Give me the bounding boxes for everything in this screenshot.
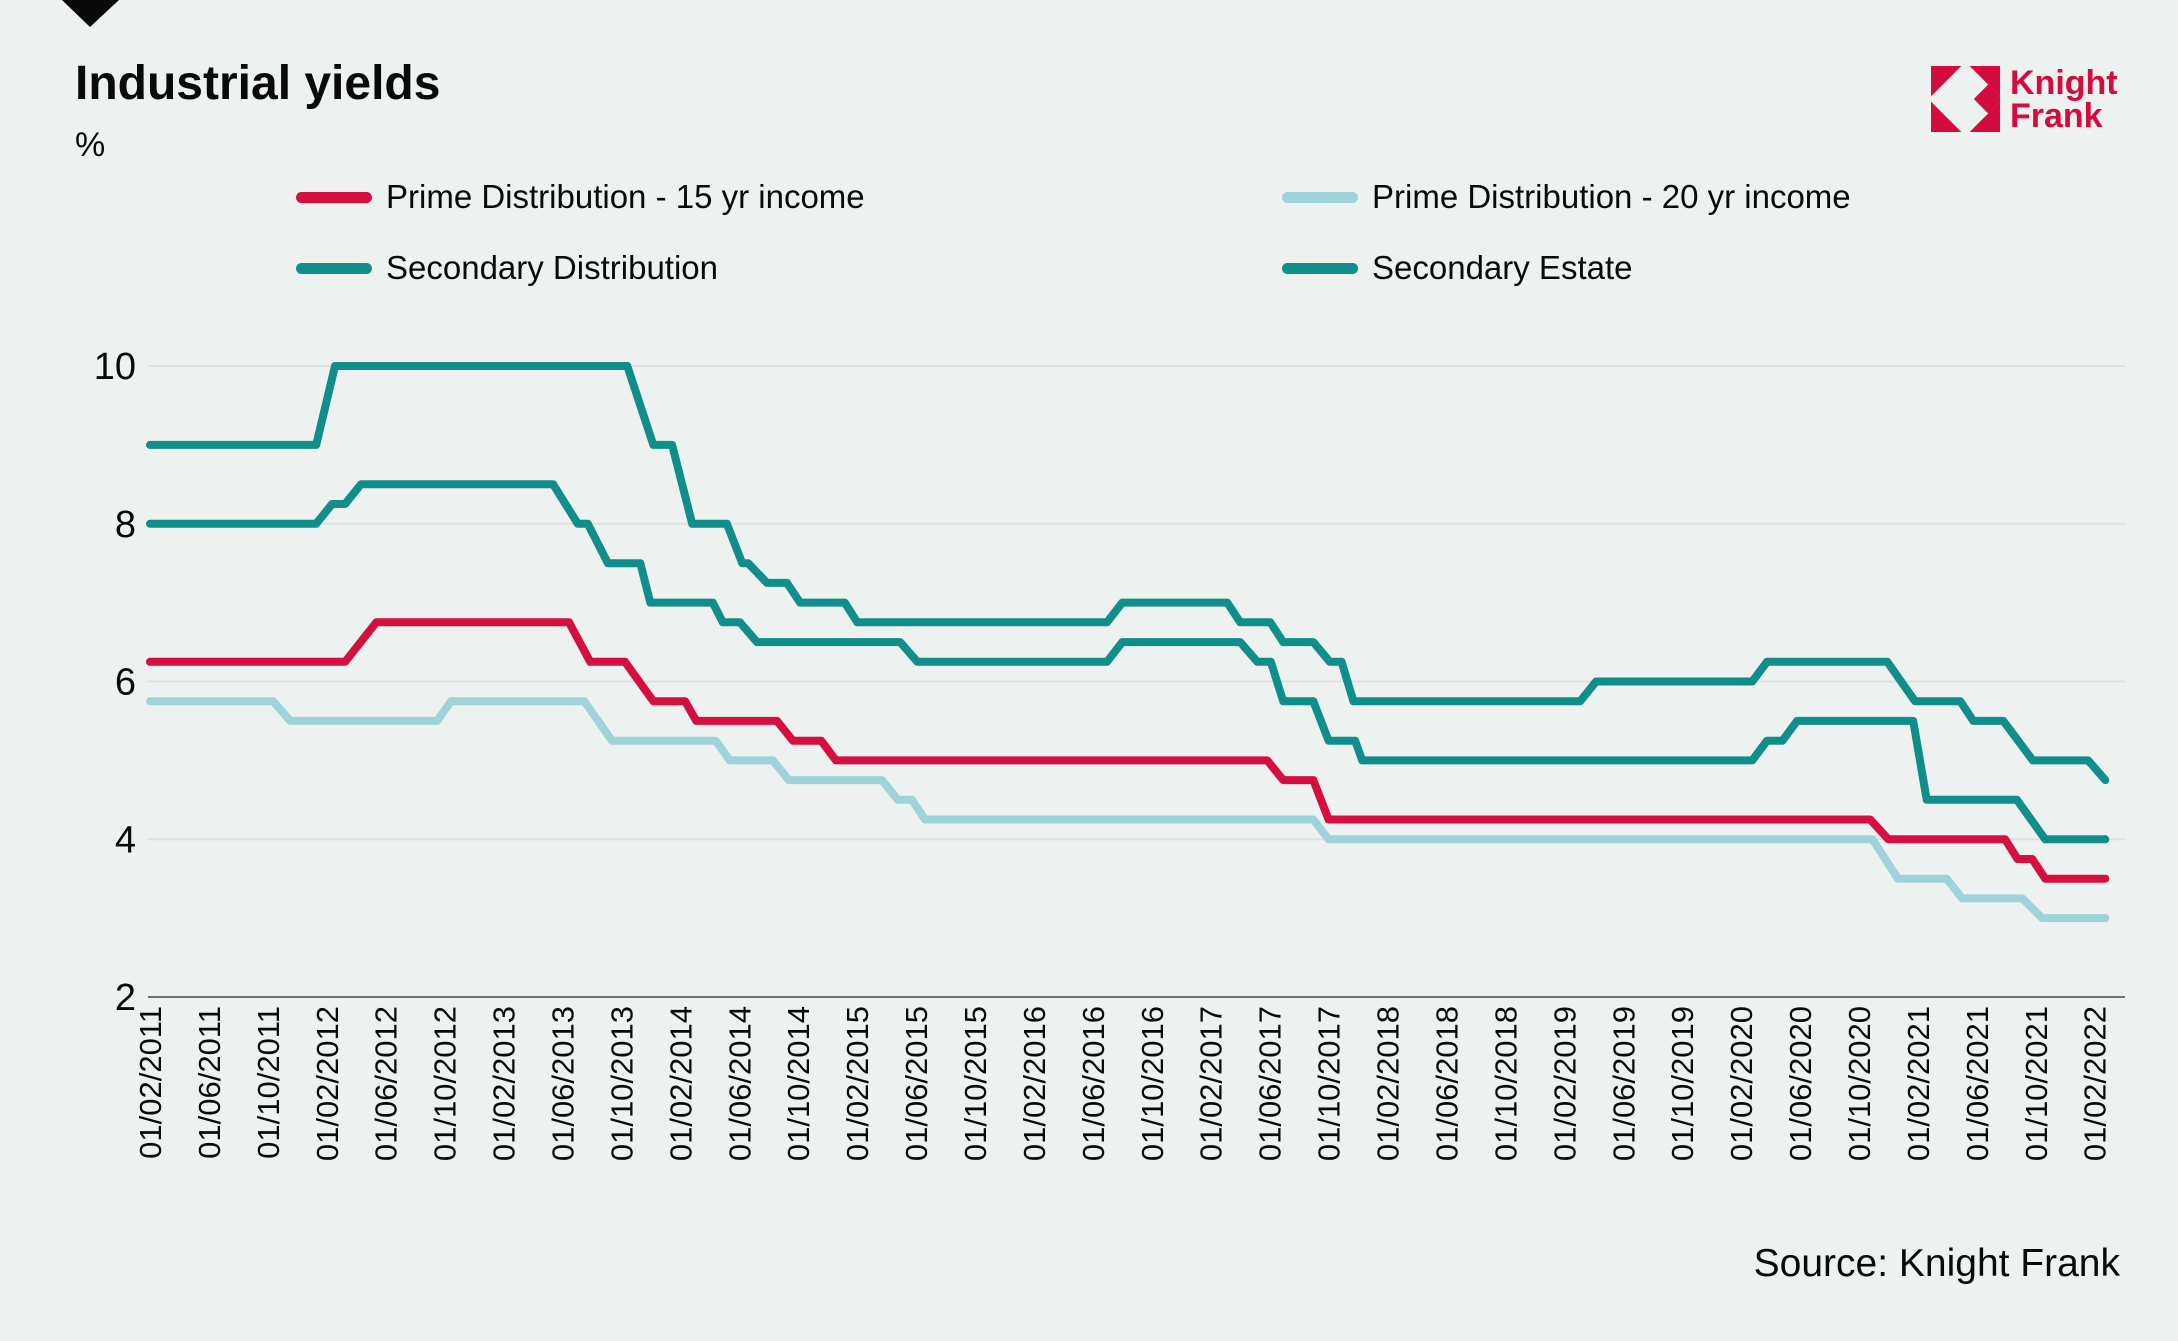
x-tick-label: 01/06/2016 (1076, 1006, 1111, 1161)
x-tick-label: 01/06/2012 (369, 1006, 404, 1161)
y-tick-label-8: 8 (115, 504, 136, 546)
x-tick-label: 01/06/2020 (1783, 1006, 1818, 1161)
legend-swatch-secondary-distribution (296, 262, 372, 274)
y-tick-label-4: 4 (115, 819, 136, 861)
knight-frank-logo: Knight Frank (1931, 66, 2118, 133)
x-tick-label: 01/06/2017 (1253, 1006, 1288, 1161)
x-tick-label: 01/10/2019 (1665, 1006, 1700, 1161)
down-triangle-icon (62, 0, 119, 27)
legend-item-prime-15: Prime Distribution - 15 yr income (296, 178, 865, 215)
legend-swatch-prime-20 (1282, 191, 1358, 203)
x-tick-label: 01/10/2017 (1312, 1006, 1347, 1161)
series-line-prime-distribution-15-yr-income (146, 618, 2110, 883)
y-tick-label-6: 6 (115, 662, 136, 704)
x-tick-label: 01/02/2016 (1017, 1006, 1052, 1161)
legend-swatch-prime-15 (296, 191, 372, 203)
x-tick-label: 01/06/2018 (1429, 1006, 1464, 1161)
x-tick-label: 01/02/2017 (1194, 1006, 1229, 1161)
x-tick-label: 01/06/2013 (546, 1006, 581, 1161)
legend-label: Prime Distribution - 20 yr income (1372, 178, 1851, 215)
legend-item-secondary-distribution: Secondary Distribution (296, 249, 718, 286)
legend-label: Secondary Distribution (386, 249, 718, 286)
x-tick-label: 01/02/2019 (1547, 1006, 1582, 1161)
x-tick-label: 01/02/2011 (133, 1006, 168, 1159)
x-tick-label: 01/02/2015 (840, 1006, 875, 1161)
x-tick-label: 01/06/2011 (192, 1006, 227, 1159)
x-tick-label: 01/06/2014 (722, 1006, 757, 1161)
source-note: Source: Knight Frank (1753, 1242, 2120, 1285)
series-line-secondary-distribution (146, 480, 2110, 844)
logo-line-2: Frank (2010, 97, 2103, 135)
legend-item-prime-20: Prime Distribution - 20 yr income (1282, 178, 1851, 215)
x-tick-label: 01/10/2016 (1135, 1006, 1170, 1161)
x-tick-label: 01/02/2022 (2078, 1006, 2113, 1161)
series-line-secondary-estate (146, 362, 2110, 785)
x-tick-label: 01/02/2021 (1901, 1006, 1936, 1161)
x-tick-label: 01/10/2014 (781, 1006, 816, 1161)
x-tick-label: 01/02/2014 (663, 1006, 698, 1161)
legend-item-secondary-estate: Secondary Estate (1282, 249, 1633, 286)
legend-label: Secondary Estate (1372, 249, 1633, 286)
y-tick-label-10: 10 (94, 346, 136, 388)
logo-line-1: Knight (2010, 64, 2118, 102)
x-tick-label: 01/06/2021 (1960, 1006, 1995, 1161)
x-tick-label: 01/10/2018 (1488, 1006, 1523, 1161)
x-tick-label: 01/10/2020 (1842, 1006, 1877, 1161)
y-axis-unit-label: % (75, 126, 106, 164)
x-tick-label: 01/10/2015 (958, 1006, 993, 1161)
x-tick-label: 01/10/2013 (604, 1006, 639, 1161)
legend-label: Prime Distribution - 15 yr income (386, 178, 865, 215)
x-tick-label: 01/10/2012 (428, 1006, 463, 1161)
x-tick-label: 01/02/2018 (1371, 1006, 1406, 1161)
x-tick-label: 01/02/2013 (487, 1006, 522, 1161)
knight-frank-logo-text: Knight Frank (2010, 64, 2118, 135)
x-tick-label: 01/10/2021 (2019, 1006, 2054, 1161)
y-tick-label-2: 2 (115, 977, 136, 1019)
x-tick-label: 01/10/2011 (251, 1006, 286, 1159)
x-tick-label: 01/02/2012 (310, 1006, 345, 1161)
page-title: Industrial yields (75, 57, 441, 110)
knight-frank-logo-icon (1931, 66, 2000, 132)
x-tick-label: 01/06/2015 (899, 1006, 934, 1161)
x-tick-label: 01/02/2020 (1724, 1006, 1759, 1161)
legend-swatch-secondary-estate (1282, 262, 1358, 274)
x-tick-label: 01/06/2019 (1606, 1006, 1641, 1161)
series-line-prime-distribution-20-yr-income (146, 697, 2110, 923)
